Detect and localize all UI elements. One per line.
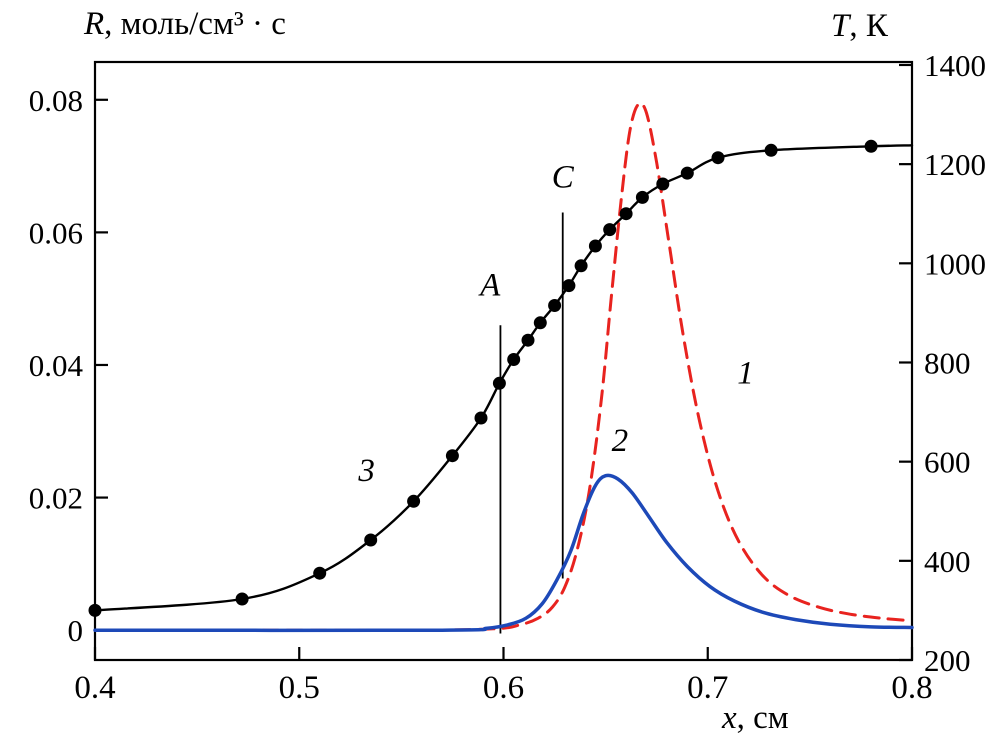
left-tick-label: 0 [68,613,84,648]
series-3-marker [507,353,521,366]
series-3-marker [548,299,562,312]
right-axis-ticks: 200 400 600 800 1000 1200 1400 [899,48,986,678]
curve-label-3: 3 [357,453,375,489]
series-2 [93,473,914,633]
series-3-marker [445,449,459,463]
x-axis-symbol: x [722,700,737,736]
left-tick-label: 0.06 [29,215,83,250]
x-tick-label: 0.5 [279,670,320,706]
x-axis-ticks: 0.4 0.5 0.6 0.7 0.8 [74,647,933,706]
right-tick-label: 200 [924,643,971,678]
series-3-marker [533,316,547,330]
annotation-labels: A C 1 2 3 [357,159,753,489]
series-3-marker [635,190,649,204]
plot-frame [93,60,914,662]
left-tick-label: 0.02 [29,481,83,516]
marker-lines [499,212,564,634]
right-tick-label: 1000 [924,246,986,281]
curve-label-2: 2 [612,423,629,459]
right-axis-units: , К [849,8,888,44]
right-tick-label: 1200 [924,147,986,182]
series-1 [93,101,914,632]
left-axis-ticks: 0 0.02 0.04 0.06 0.08 [29,83,108,648]
left-axis-symbol: R [84,6,105,42]
left-tick-label: 0.04 [29,348,84,383]
series-2-line [93,473,914,633]
series-3-marker [711,151,725,165]
series-3-marker [474,411,488,425]
series-1-line [93,101,914,632]
right-tick-label: 600 [924,445,971,480]
right-axis-title: T, К [831,8,888,45]
series-3-marker [764,143,778,157]
series-3-marker [235,592,249,606]
series-3 [88,139,914,617]
left-tick-label: 0.08 [29,83,83,118]
series-3-marker [864,139,878,153]
series-3-marker [574,259,588,273]
series-3-marker [562,279,576,293]
series-3-marker [588,239,602,253]
series-3-line [93,144,914,612]
right-tick-label: 400 [924,544,971,579]
series-3-marker [656,177,670,191]
right-tick-label: 800 [924,345,971,380]
series-3-marker [313,566,327,580]
series-3-marker [603,223,617,237]
x-axis-title: x, см [722,700,789,737]
series-3-marker [680,166,694,180]
left-axis-title: R, моль/см³ · с [84,6,286,43]
series-3-marker [492,376,506,390]
right-axis-symbol: T [831,8,850,44]
series-3-marker [88,603,102,617]
point-label-A: A [478,267,501,303]
series-3-marker [521,333,535,347]
x-tick-label: 0.4 [74,670,115,706]
x-tick-label: 0.8 [891,670,932,706]
curve-label-1: 1 [737,356,754,392]
x-tick-label: 0.7 [687,670,728,706]
series-3-marker [364,533,378,547]
series-3-marker [619,207,633,221]
x-axis-units: , см [736,700,789,736]
series-3-marker [407,494,421,508]
left-axis-units: , моль/см³ · с [104,6,286,42]
point-label-C: C [552,159,575,195]
right-tick-label: 1400 [924,48,986,83]
x-tick-label: 0.6 [483,670,524,706]
